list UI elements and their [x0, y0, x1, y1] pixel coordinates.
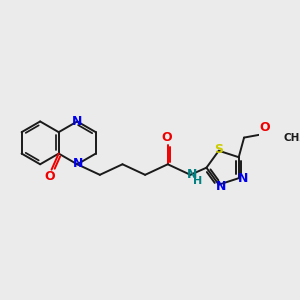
Text: CH₃: CH₃: [284, 134, 300, 143]
Text: N: N: [238, 172, 248, 185]
Text: N: N: [216, 180, 226, 193]
Text: O: O: [44, 170, 55, 183]
Text: N: N: [73, 157, 83, 170]
Text: N: N: [72, 115, 83, 128]
Text: O: O: [162, 131, 172, 144]
Text: N: N: [187, 168, 197, 181]
Text: S: S: [214, 143, 223, 156]
Text: O: O: [259, 121, 270, 134]
Text: H: H: [193, 176, 202, 186]
